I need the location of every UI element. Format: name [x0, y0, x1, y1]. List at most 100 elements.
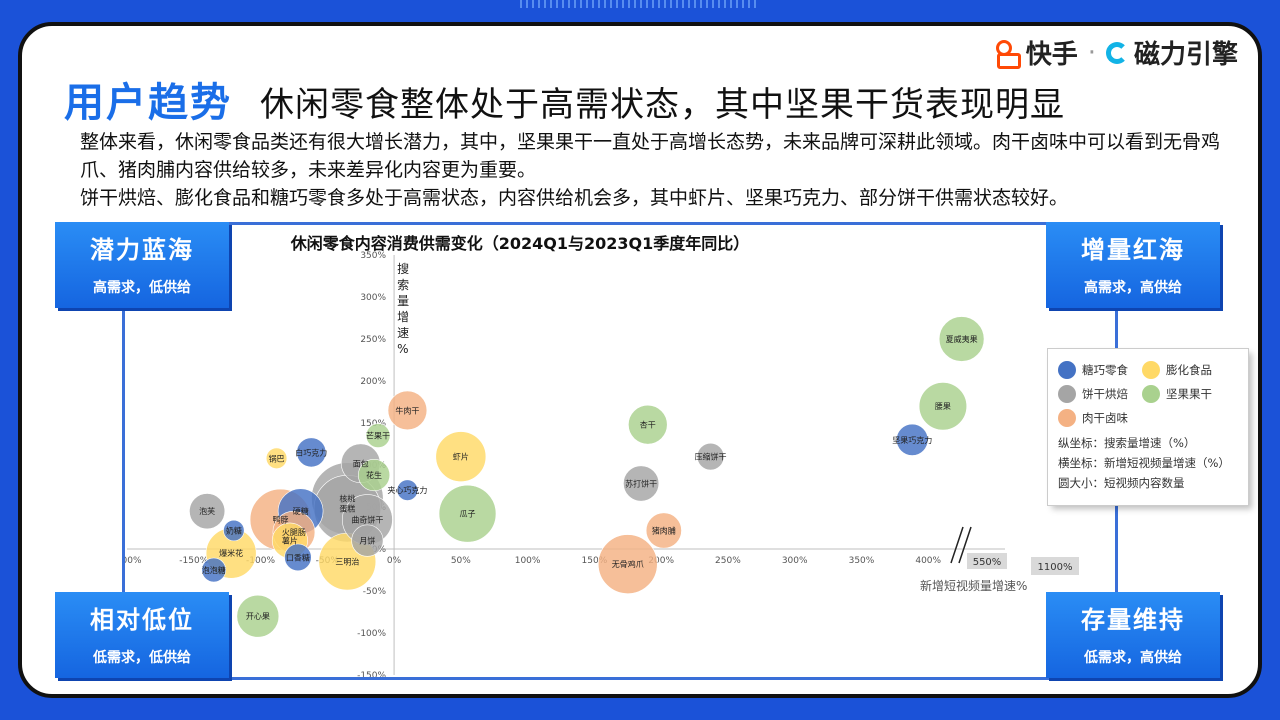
quadrant-subtitle: 低需求，低供给 [93, 650, 191, 666]
bubble-夏威夷果 [938, 316, 985, 362]
bubble-label: 爆米花 [219, 548, 243, 558]
bubble-label: 泡泡糖 [202, 565, 226, 575]
x-tick-label: 0% [387, 556, 402, 566]
bubble-label: 鸭脖 [273, 515, 289, 525]
bubble-label: 瓜子 [460, 510, 476, 519]
bubble-锅巴 [265, 447, 288, 469]
bubble-label: 口香糖 [286, 552, 310, 562]
legend-label: 肉干卤味 [1082, 411, 1128, 425]
x-axis-label: 新增短视频量增速% [920, 578, 1027, 593]
y-tick-label: 350% [360, 251, 386, 261]
quadrant-bottom-right: 存量维持 低需求，高供给 [1046, 592, 1220, 678]
quadrant-title: 存量维持 [1081, 606, 1185, 634]
bubble-label: 开心果 [246, 612, 270, 621]
bubble-开心果 [236, 594, 280, 638]
x-tick-label: 300% [782, 556, 808, 566]
break-label-550: 550% [973, 557, 1002, 568]
bubble-芒果干 [365, 423, 391, 448]
legend-label: 膨化食品 [1166, 363, 1212, 377]
quadrant-title: 相对低位 [90, 606, 194, 634]
bubble-label: 面包 [353, 458, 369, 468]
bubble-label: 月饼 [359, 536, 375, 546]
y-tick-label: -150% [357, 671, 386, 677]
bubble-奶糖 [223, 519, 245, 542]
quadrant-subtitle: 高需求，低供给 [93, 280, 191, 296]
y-tick-label: 150% [360, 419, 386, 429]
bubble-夹心巧克力 [396, 479, 419, 501]
bubble-月饼 [351, 524, 384, 557]
bubble-label: 核桃 [339, 494, 355, 504]
quadrant-top-right: 增量红海 高需求，高供给 [1046, 222, 1220, 308]
bubble-label: 奶糖 [226, 526, 242, 536]
bubble-label: 薯片 [282, 536, 298, 546]
chart-title: 休闲零食内容消费供需变化（2024Q1与2023Q1季度年同比） [290, 234, 750, 253]
legend-label: 坚果果干 [1166, 387, 1212, 401]
break-label-1100: 1100% [1038, 562, 1073, 573]
bubble-猪肉脯 [645, 512, 682, 549]
bubble-label: 泡芙 [199, 506, 215, 516]
chart-legend: 糖巧零食 膨化食品 饼干烘焙 坚果果干 肉干卤味 纵坐标：搜索量增速（%） 横坐… [1048, 349, 1248, 505]
bubble-杏干 [628, 404, 668, 445]
y-axis-label-char: 索 [397, 278, 409, 292]
x-tick-label: 250% [715, 556, 741, 566]
legend-y-note: 纵坐标：搜索量增速（%） [1058, 436, 1196, 450]
bubble-label: 蛋糕 [339, 504, 355, 514]
kuaishou-logo-icon [994, 39, 1021, 69]
header-tag: 用户趋势 [64, 80, 232, 126]
page-title: 休闲零食整体处于高需状态，其中坚果干货表现明显 [260, 85, 1065, 125]
bubble-口香糖 [284, 543, 312, 572]
bubble-label: 夹心巧克力 [387, 485, 427, 495]
bubble-label: 虾片 [453, 452, 469, 462]
break-label-bg [967, 553, 1007, 569]
chart-container: 休闲零食内容消费供需变化（2024Q1与2023Q1季度年同比） -200% -15… [122, 222, 1118, 680]
bubble-坚果巧克力 [896, 423, 929, 456]
quadrant-bottom-left: 相对低位 低需求，低供给 [55, 592, 229, 678]
bubble-label: 硬糖 [293, 506, 309, 516]
bubble-label: 三明治 [335, 557, 359, 567]
legend-label: 饼干烘焙 [1082, 387, 1128, 401]
x-tick-label: 200% [648, 556, 674, 566]
legend-swatch [1142, 361, 1160, 379]
y-tick-label: 250% [360, 335, 386, 345]
bubble-label: 牛肉干 [395, 405, 419, 415]
bubble-label: 花生 [366, 470, 382, 480]
y-axis-label-char: 增 [397, 310, 409, 324]
legend-swatch [1058, 361, 1076, 379]
description-paragraph-2: 饼干烘焙、膨化食品和糖巧零食多处于高需状态，内容供给机会多，其中虾片、坚果巧克力… [80, 187, 1069, 209]
y-axis-label-char: 搜 [397, 261, 409, 276]
legend-x-note: 横坐标：新增短视频量增速（%） [1058, 456, 1230, 470]
x-tick-label: 400% [915, 556, 941, 566]
bubble-label: 白巧克力 [295, 447, 327, 457]
x-tick-label: 150% [582, 556, 608, 566]
y-axis-label-char: 量 [397, 294, 409, 308]
quadrant-title: 潜力蓝海 [90, 236, 194, 264]
bubble-label: 曲奇饼干 [351, 515, 383, 525]
legend-swatch [1058, 385, 1076, 403]
legend-item-meat: 肉干卤味 [1058, 409, 1128, 427]
x-tick-label: 350% [849, 556, 875, 566]
y-tick-label: -100% [357, 629, 386, 639]
brand-cili: 磁力引擎 [1133, 40, 1238, 70]
bubble-label: 苏打饼干 [625, 478, 657, 488]
y-axis-label-char: 速 [397, 326, 409, 340]
axis-break-mark [958, 526, 972, 564]
bubble-label: 锅巴 [269, 453, 285, 463]
bubble-虾片 [435, 431, 487, 482]
x-tick-label: -100% [246, 556, 275, 566]
bubble-腰果 [918, 382, 968, 431]
page-header: 用户趋势 休闲零食整体处于高需状态，其中坚果干货表现明显 [64, 70, 1065, 128]
legend-item-biscuit: 饼干烘焙 [1058, 385, 1128, 403]
bubble-label: 压缩饼干 [695, 452, 727, 462]
quadrant-subtitle: 低需求，高供给 [1084, 650, 1182, 666]
bubble-chart: 休闲零食内容消费供需变化（2024Q1与2023Q1季度年同比） -200% -15… [125, 234, 1079, 677]
bubble-label: 夏威夷果 [946, 334, 978, 344]
legend-item-nuts: 坚果果干 [1142, 385, 1212, 403]
y-axis-label-char: % [397, 342, 408, 356]
description-paragraph-1: 整体来看，休闲零食品类还有很大增长潜力，其中，坚果果干一直处于高增长态势，未来品… [80, 131, 1221, 181]
bubble-label: 无骨鸡爪 [612, 559, 644, 569]
y-tick-label: 300% [360, 293, 386, 303]
y-tick-label: 200% [360, 377, 386, 387]
bubble-无骨鸡爪 [597, 534, 658, 594]
quadrant-title: 增量红海 [1081, 236, 1185, 264]
bubble-label: 杏干 [640, 420, 656, 430]
